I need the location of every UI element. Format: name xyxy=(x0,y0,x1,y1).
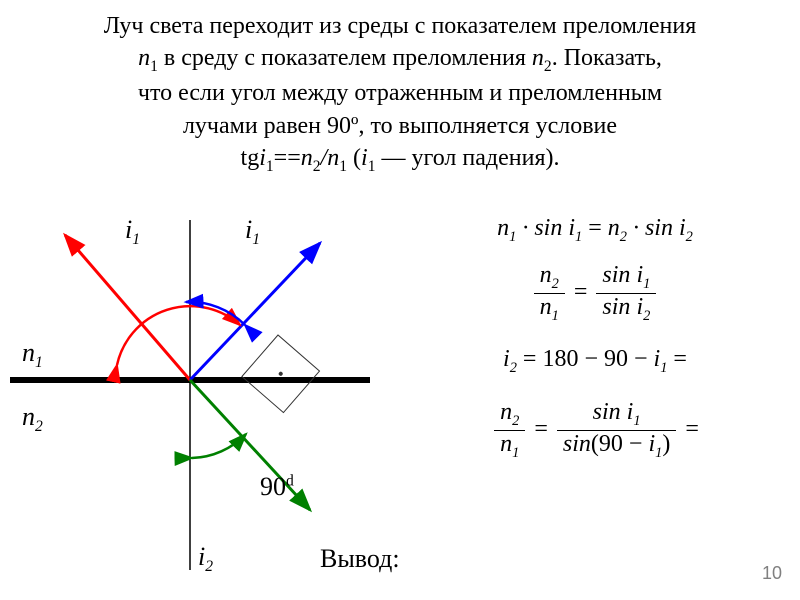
var-n: /n xyxy=(321,145,340,171)
text: tg xyxy=(241,145,260,171)
sub: 1 xyxy=(643,276,650,292)
var-n: n xyxy=(22,402,35,431)
var-i: i xyxy=(679,215,686,241)
fraction-lhs: n2 n1 xyxy=(534,262,565,325)
var-i: i xyxy=(568,215,575,241)
label-i1-right: i1 xyxy=(245,215,260,249)
problem-line-4: лучами равен 90º, то выполняется условие xyxy=(20,110,780,142)
text: ) xyxy=(662,431,670,457)
label-n2: n2 xyxy=(22,402,43,436)
sub: 2 xyxy=(313,158,321,175)
label-i2: i2 xyxy=(198,542,213,576)
fraction-rhs: sin i1 sin(90 − i1) xyxy=(557,399,676,462)
text: 180 − 90 − xyxy=(542,346,653,372)
var-n: n xyxy=(500,399,512,425)
text: = xyxy=(534,416,554,442)
sub: 2 xyxy=(643,307,650,323)
var-n: n xyxy=(22,338,35,367)
var-i: i xyxy=(503,346,510,372)
sub: 2 xyxy=(510,360,517,376)
text: == xyxy=(274,145,301,171)
var-n: n xyxy=(500,431,512,457)
problem-statement: Луч света переходит из среды с показател… xyxy=(20,10,780,177)
fraction-rhs: sin i1 sin i2 xyxy=(596,262,656,325)
var-n: n xyxy=(608,215,620,241)
var-i: i xyxy=(361,145,368,171)
equation-ratio1: n2 n1 = sin i1 sin i2 xyxy=(410,262,780,325)
sub: 1 xyxy=(150,58,158,75)
text: = xyxy=(517,346,543,372)
var-n2: n xyxy=(532,45,544,71)
var-n: n xyxy=(497,215,509,241)
text: в среду с показателем преломления xyxy=(158,45,532,71)
text: · sin xyxy=(627,215,679,241)
problem-line-5: tgi1==n2/n1 (i1 — угол падения). xyxy=(20,142,780,177)
sub: 2 xyxy=(205,558,213,575)
conclusion-label: Вывод: xyxy=(320,544,400,574)
sub: 1 xyxy=(132,231,140,248)
var-n: n xyxy=(301,145,313,171)
label-i1-left: i1 xyxy=(125,215,140,249)
var-n: n xyxy=(540,262,552,288)
equations-block: n1 · sin i1 = n2 · sin i2 n2 n1 = sin i1… xyxy=(410,215,780,478)
problem-line-2: n1 в среду с показателем преломления n2.… xyxy=(20,42,780,77)
text: = xyxy=(582,215,608,241)
text: = xyxy=(685,416,699,442)
text: sin xyxy=(563,431,591,457)
sub: 2 xyxy=(512,413,519,429)
text: sin xyxy=(593,399,627,425)
sub: 1 xyxy=(252,231,260,248)
problem-line-1: Луч света переходит из среды с показател… xyxy=(20,10,780,42)
text: . Показать, xyxy=(552,45,662,71)
sub: 2 xyxy=(552,276,559,292)
sub: 1 xyxy=(266,158,274,175)
refraction-diagram: i1 i1 n1 n2 i2 90d xyxy=(10,210,370,590)
sup: d xyxy=(286,472,294,489)
sub: 2 xyxy=(686,229,693,245)
text: · sin xyxy=(516,215,568,241)
diagram-svg xyxy=(10,210,370,590)
slide: Луч света переходит из среды с показател… xyxy=(0,0,800,600)
label-90deg: 90d xyxy=(260,472,294,502)
text: (90 − xyxy=(591,431,649,457)
text: ( xyxy=(347,145,361,171)
text: = xyxy=(667,346,687,372)
page-number: 10 xyxy=(762,563,782,584)
sub: 2 xyxy=(35,418,43,435)
sub: 1 xyxy=(633,413,640,429)
problem-line-3: что если угол между отраженным и преломл… xyxy=(20,77,780,109)
var-i: i xyxy=(259,145,266,171)
text: Луч света переходит из среды с показател… xyxy=(104,13,697,39)
text: — угол падения). xyxy=(375,145,559,171)
sub: 1 xyxy=(552,307,559,323)
text: = xyxy=(574,279,594,305)
sub: 2 xyxy=(620,229,627,245)
sub: 1 xyxy=(35,354,43,371)
equation-angle: i2 = 180 − 90 − i1 = xyxy=(410,346,780,377)
fraction-lhs: n2 n1 xyxy=(494,399,525,462)
sub: 1 xyxy=(512,445,519,461)
label-n1: n1 xyxy=(22,338,43,372)
text: sin xyxy=(602,262,636,288)
text: 90 xyxy=(260,472,286,501)
var-n: n xyxy=(540,294,552,320)
sub: 2 xyxy=(544,58,552,75)
equation-ratio2: n2 n1 = sin i1 sin(90 − i1) = xyxy=(410,399,780,462)
text: sin xyxy=(602,294,636,320)
sub: 1 xyxy=(339,158,347,175)
equation-snell: n1 · sin i1 = n2 · sin i2 xyxy=(410,215,780,246)
var-n1: n xyxy=(138,45,150,71)
